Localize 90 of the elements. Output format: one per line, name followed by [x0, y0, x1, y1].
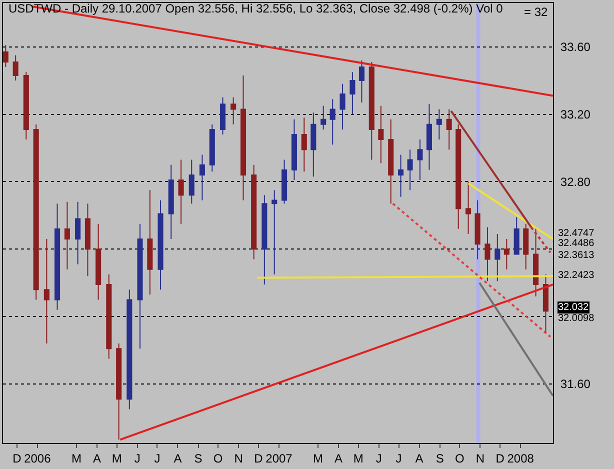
candlestick	[436, 108, 442, 140]
x-tick-label: 2008	[507, 451, 534, 466]
y-tick-label: 31.60	[560, 377, 591, 392]
candlestick	[106, 274, 112, 360]
y-tick-label: 33.20	[560, 107, 591, 122]
candlestick	[96, 223, 102, 300]
candlestick	[147, 190, 153, 296]
candlestick	[54, 203, 60, 310]
candlestick	[188, 159, 194, 204]
x-tick-label: J	[134, 451, 140, 466]
candlestick	[388, 118, 394, 204]
candlestick	[209, 124, 215, 172]
candlestick	[64, 201, 70, 270]
annotation: = 32	[524, 5, 548, 19]
candlestick	[426, 104, 432, 170]
candlestick	[456, 124, 462, 230]
candlestick	[484, 226, 490, 282]
candlestick	[12, 54, 18, 82]
candlestick	[220, 96, 226, 135]
candlestick	[3, 44, 8, 68]
candlestick	[340, 83, 346, 130]
candlestick	[494, 233, 500, 282]
x-tick-label: N	[234, 451, 243, 466]
candlestick	[474, 200, 480, 260]
candlestick	[368, 62, 374, 160]
candlestick	[378, 105, 384, 164]
candlestick	[358, 60, 364, 103]
candlestick	[282, 159, 288, 204]
y2-tick-label: 32.4747	[558, 228, 595, 239]
candlestick	[542, 274, 548, 334]
candlestick	[330, 98, 336, 146]
candlestick	[84, 203, 90, 277]
x-tick-label: J	[376, 451, 382, 466]
candlestick	[230, 96, 236, 125]
candlestick	[446, 108, 452, 150]
candlestick	[301, 117, 307, 172]
candlestick	[168, 164, 174, 240]
y2-tick-label: 32.3613	[558, 250, 595, 261]
x-tick-label: M	[112, 451, 122, 466]
x-tick-label: M	[313, 451, 324, 466]
candlestick	[350, 72, 356, 115]
x-tick-label: D	[254, 451, 264, 466]
candlestick	[514, 216, 520, 255]
candlestick	[398, 154, 404, 198]
x-tick-label: D	[12, 451, 22, 466]
x-tick-label: A	[174, 451, 182, 466]
candlestick	[75, 201, 81, 265]
x-tick-label: 2006	[24, 451, 52, 466]
y2-tick-label: 32.032	[558, 302, 590, 313]
y-tick-label: 32.80	[560, 174, 591, 189]
candlestick	[466, 181, 472, 234]
x-tick-label: J	[396, 451, 402, 466]
x-tick-label: A	[334, 451, 343, 466]
candlestick	[126, 289, 132, 410]
candlestick	[310, 112, 316, 178]
candlestick	[533, 226, 539, 297]
candlestick	[320, 105, 326, 130]
x-tick-label: A	[92, 451, 101, 466]
y2-tick-label: 32.0098	[558, 313, 595, 324]
candlestick	[240, 74, 246, 201]
candlestick	[417, 139, 423, 181]
candlestick	[504, 238, 510, 270]
x-tick-label: A	[415, 451, 424, 466]
candlestick	[291, 118, 297, 181]
candlestick	[44, 238, 50, 344]
x-tick-label: M	[71, 451, 82, 466]
candlestick	[523, 223, 529, 270]
x-tick-label: S	[194, 451, 202, 466]
candlestick	[272, 190, 278, 275]
candlestick	[262, 194, 268, 286]
candlestick	[407, 149, 413, 191]
y2-tick-label: 32.2423	[558, 270, 595, 281]
candlestick	[178, 159, 184, 224]
x-tick-label: D	[496, 451, 505, 466]
candlestick	[23, 72, 29, 140]
x-tick-label: M	[353, 451, 364, 466]
y-tick-label: 33.60	[560, 40, 591, 54]
candlestick	[137, 223, 143, 350]
candlestick	[251, 164, 257, 260]
x-tick-label: J	[154, 451, 160, 466]
candlestick	[199, 154, 205, 201]
candlestick	[33, 124, 39, 300]
candlestick	[116, 343, 122, 440]
x-tick-label: S	[436, 451, 444, 466]
x-tick-label: O	[213, 451, 223, 466]
x-tick-label: N	[476, 451, 485, 466]
x-tick-label: O	[455, 451, 464, 466]
candlestick	[158, 200, 164, 290]
y2-tick-label: 32.4486	[558, 238, 595, 249]
x-tick-label: 2007	[266, 451, 293, 466]
